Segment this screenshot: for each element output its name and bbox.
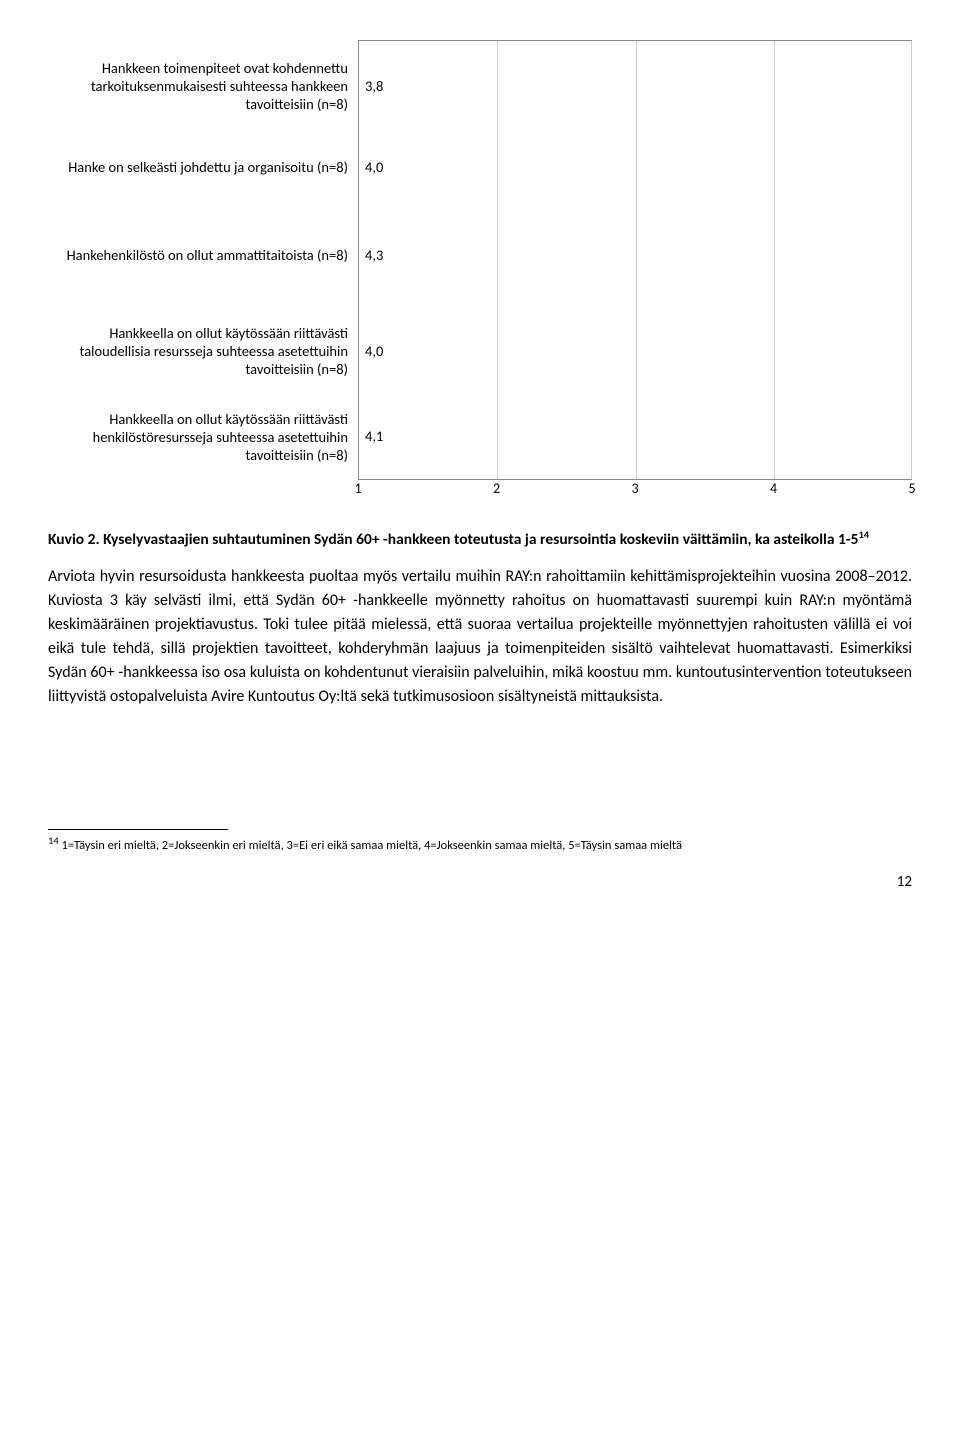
bar-label: Hanke on selkeästi johdettu ja organisoi… <box>48 132 358 202</box>
chart-gap <box>48 290 912 308</box>
bar-value: 4,0 <box>365 158 383 176</box>
bar-value: 4,3 <box>365 246 383 264</box>
chart-gap <box>48 202 912 220</box>
bar-row: Hankkeella on ollut käytössään riittäväs… <box>48 394 912 480</box>
bar-label: Hankehenkilöstö on ollut ammattitaitoist… <box>48 220 358 290</box>
bar: 4,1 <box>359 414 383 460</box>
caption-sup: 14 <box>858 528 869 541</box>
footnote-separator <box>48 829 228 830</box>
bar: 3,8 <box>359 62 383 111</box>
bar-row: Hankkeen toimenpiteet ovat kohdennettu t… <box>48 40 912 132</box>
bar: 4,0 <box>359 328 383 374</box>
bar-label: Hankkeen toimenpiteet ovat kohdennettu t… <box>48 40 358 132</box>
x-tick: 2 <box>493 480 500 497</box>
body-paragraph: Arviota hyvin resursoidusta hankkeesta p… <box>48 565 912 709</box>
caption-text: Kuvio 2. Kyselyvastaajien suhtautuminen … <box>48 530 858 549</box>
bar-label: Hankkeella on ollut käytössään riittäväs… <box>48 394 358 480</box>
x-tick: 5 <box>908 480 915 497</box>
bar-row: Hankehenkilöstö on ollut ammattitaitoist… <box>48 220 912 290</box>
x-axis: 1 2 3 4 5 <box>48 480 912 504</box>
bar-row: Hankkeella on ollut käytössään riittäväs… <box>48 308 912 394</box>
bar-value: 4,0 <box>365 342 383 360</box>
figure-caption: Kuvio 2. Kyselyvastaajien suhtautuminen … <box>48 528 912 551</box>
bar-value: 4,1 <box>365 427 383 445</box>
x-tick: 4 <box>770 480 777 497</box>
bar: 4,3 <box>359 236 383 274</box>
page-number: 12 <box>48 873 912 891</box>
x-tick: 3 <box>631 480 638 497</box>
footnote: 14 1=Täysin eri mieltä, 2=Jokseenkin eri… <box>48 834 912 855</box>
footnote-text: 1=Täysin eri mieltä, 2=Jokseenkin eri mi… <box>59 838 682 853</box>
bar-value: 3,8 <box>365 77 383 95</box>
footnote-sup: 14 <box>48 834 59 847</box>
x-tick: 1 <box>354 480 361 497</box>
bar-label: Hankkeella on ollut käytössään riittäväs… <box>48 308 358 394</box>
bar-row: Hanke on selkeästi johdettu ja organisoi… <box>48 132 912 202</box>
chart-bar-horizontal: Hankkeen toimenpiteet ovat kohdennettu t… <box>48 40 912 504</box>
bar: 4,0 <box>359 148 383 186</box>
